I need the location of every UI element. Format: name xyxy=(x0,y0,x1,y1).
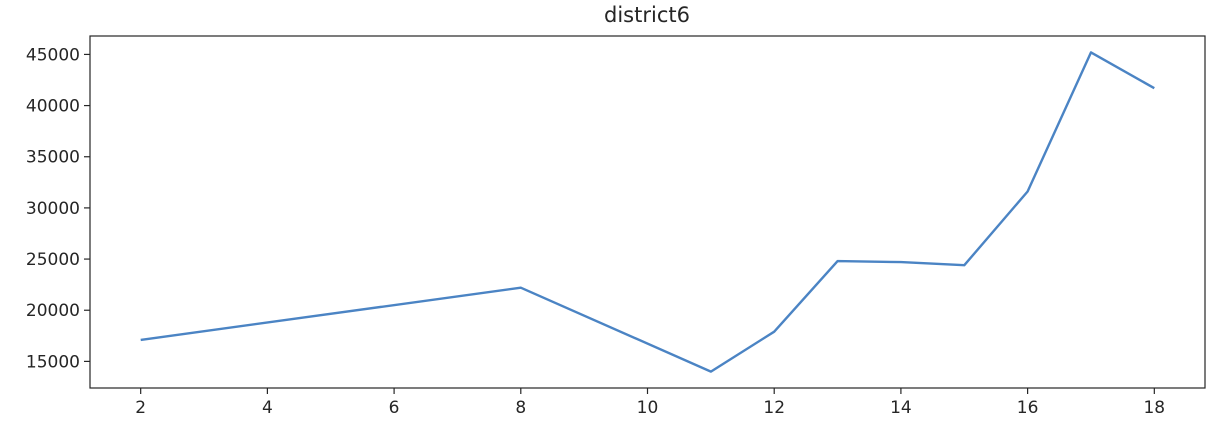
x-tick-label: 2 xyxy=(135,398,146,418)
x-tick-label: 16 xyxy=(1017,398,1039,418)
y-tick-label: 20000 xyxy=(26,301,80,321)
y-axis: 15000 20000 25000 30000 35000 40000 45000 xyxy=(26,45,90,372)
chart-title: district6 xyxy=(604,3,690,27)
x-tick-label: 10 xyxy=(637,398,659,418)
x-tick-label: 12 xyxy=(763,398,785,418)
x-tick-label: 18 xyxy=(1143,398,1165,418)
x-tick-label: 8 xyxy=(515,398,526,418)
x-tick-label: 14 xyxy=(890,398,912,418)
y-tick-label: 15000 xyxy=(26,352,80,372)
x-tick-label: 4 xyxy=(262,398,273,418)
y-tick-label: 40000 xyxy=(26,97,80,117)
y-tick-label: 30000 xyxy=(26,199,80,219)
y-tick-label: 25000 xyxy=(26,250,80,270)
y-tick-label: 45000 xyxy=(26,45,80,65)
series-layer xyxy=(140,51,1155,373)
plot-frame xyxy=(89,35,1206,389)
x-axis: 2 4 6 8 10 12 14 16 18 xyxy=(135,388,1165,418)
y-tick-label: 35000 xyxy=(26,148,80,168)
x-tick-label: 6 xyxy=(389,398,400,418)
series-line-0 xyxy=(140,51,1155,373)
